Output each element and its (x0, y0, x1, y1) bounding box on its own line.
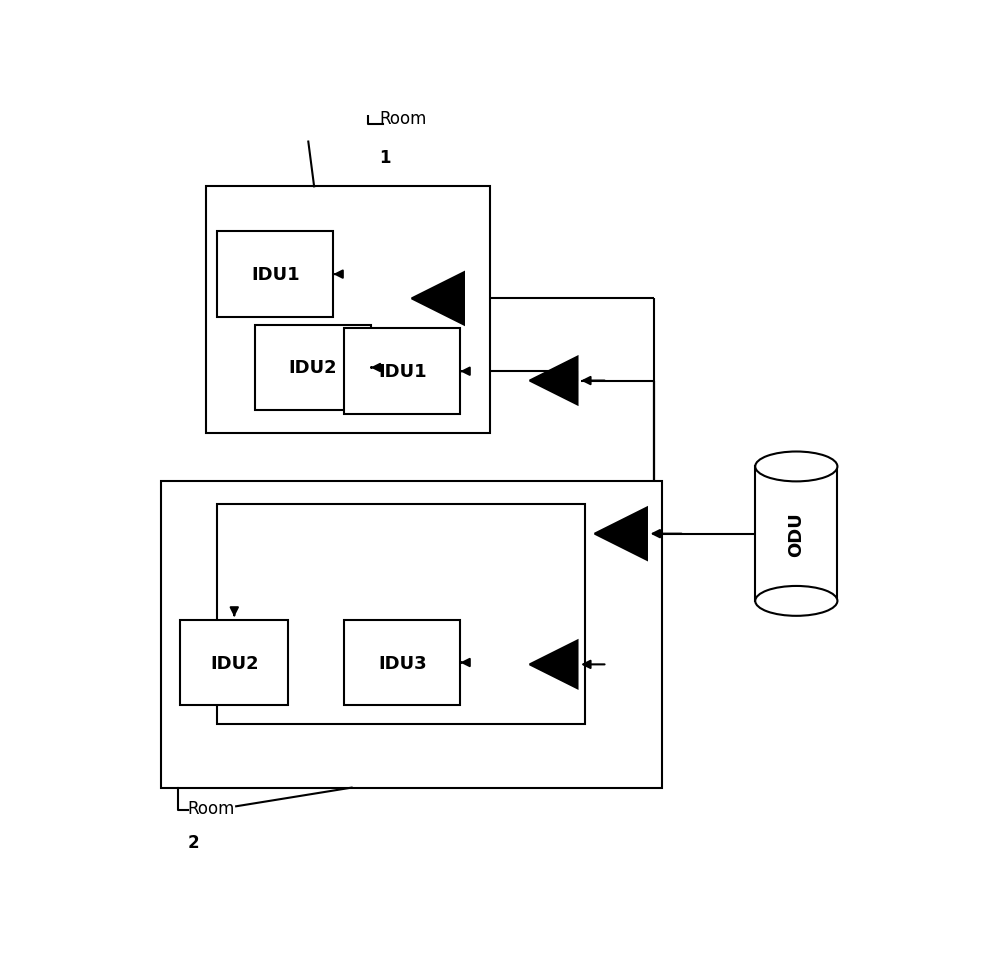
Bar (255, 326, 371, 411)
Bar (344, 328, 460, 415)
Text: ODU: ODU (787, 512, 805, 556)
Text: IDU3: IDU3 (378, 654, 427, 672)
Polygon shape (412, 273, 464, 326)
Text: IDU1: IDU1 (378, 362, 427, 381)
Polygon shape (530, 358, 577, 405)
Text: 1: 1 (379, 149, 391, 167)
Bar (344, 620, 460, 705)
Bar (217, 504, 585, 725)
Ellipse shape (755, 586, 837, 616)
Text: IDU2: IDU2 (288, 359, 337, 377)
Bar (206, 187, 490, 433)
Text: 2: 2 (188, 833, 199, 851)
Ellipse shape (755, 452, 837, 482)
Bar (161, 482, 662, 788)
Polygon shape (530, 641, 577, 689)
Bar (180, 620, 288, 705)
Bar (217, 232, 333, 318)
Bar (755, 467, 837, 601)
Polygon shape (595, 508, 647, 560)
Text: IDU2: IDU2 (210, 654, 259, 672)
Text: Room: Room (188, 799, 235, 818)
Text: Room: Room (379, 109, 427, 128)
Text: IDU1: IDU1 (251, 266, 300, 284)
